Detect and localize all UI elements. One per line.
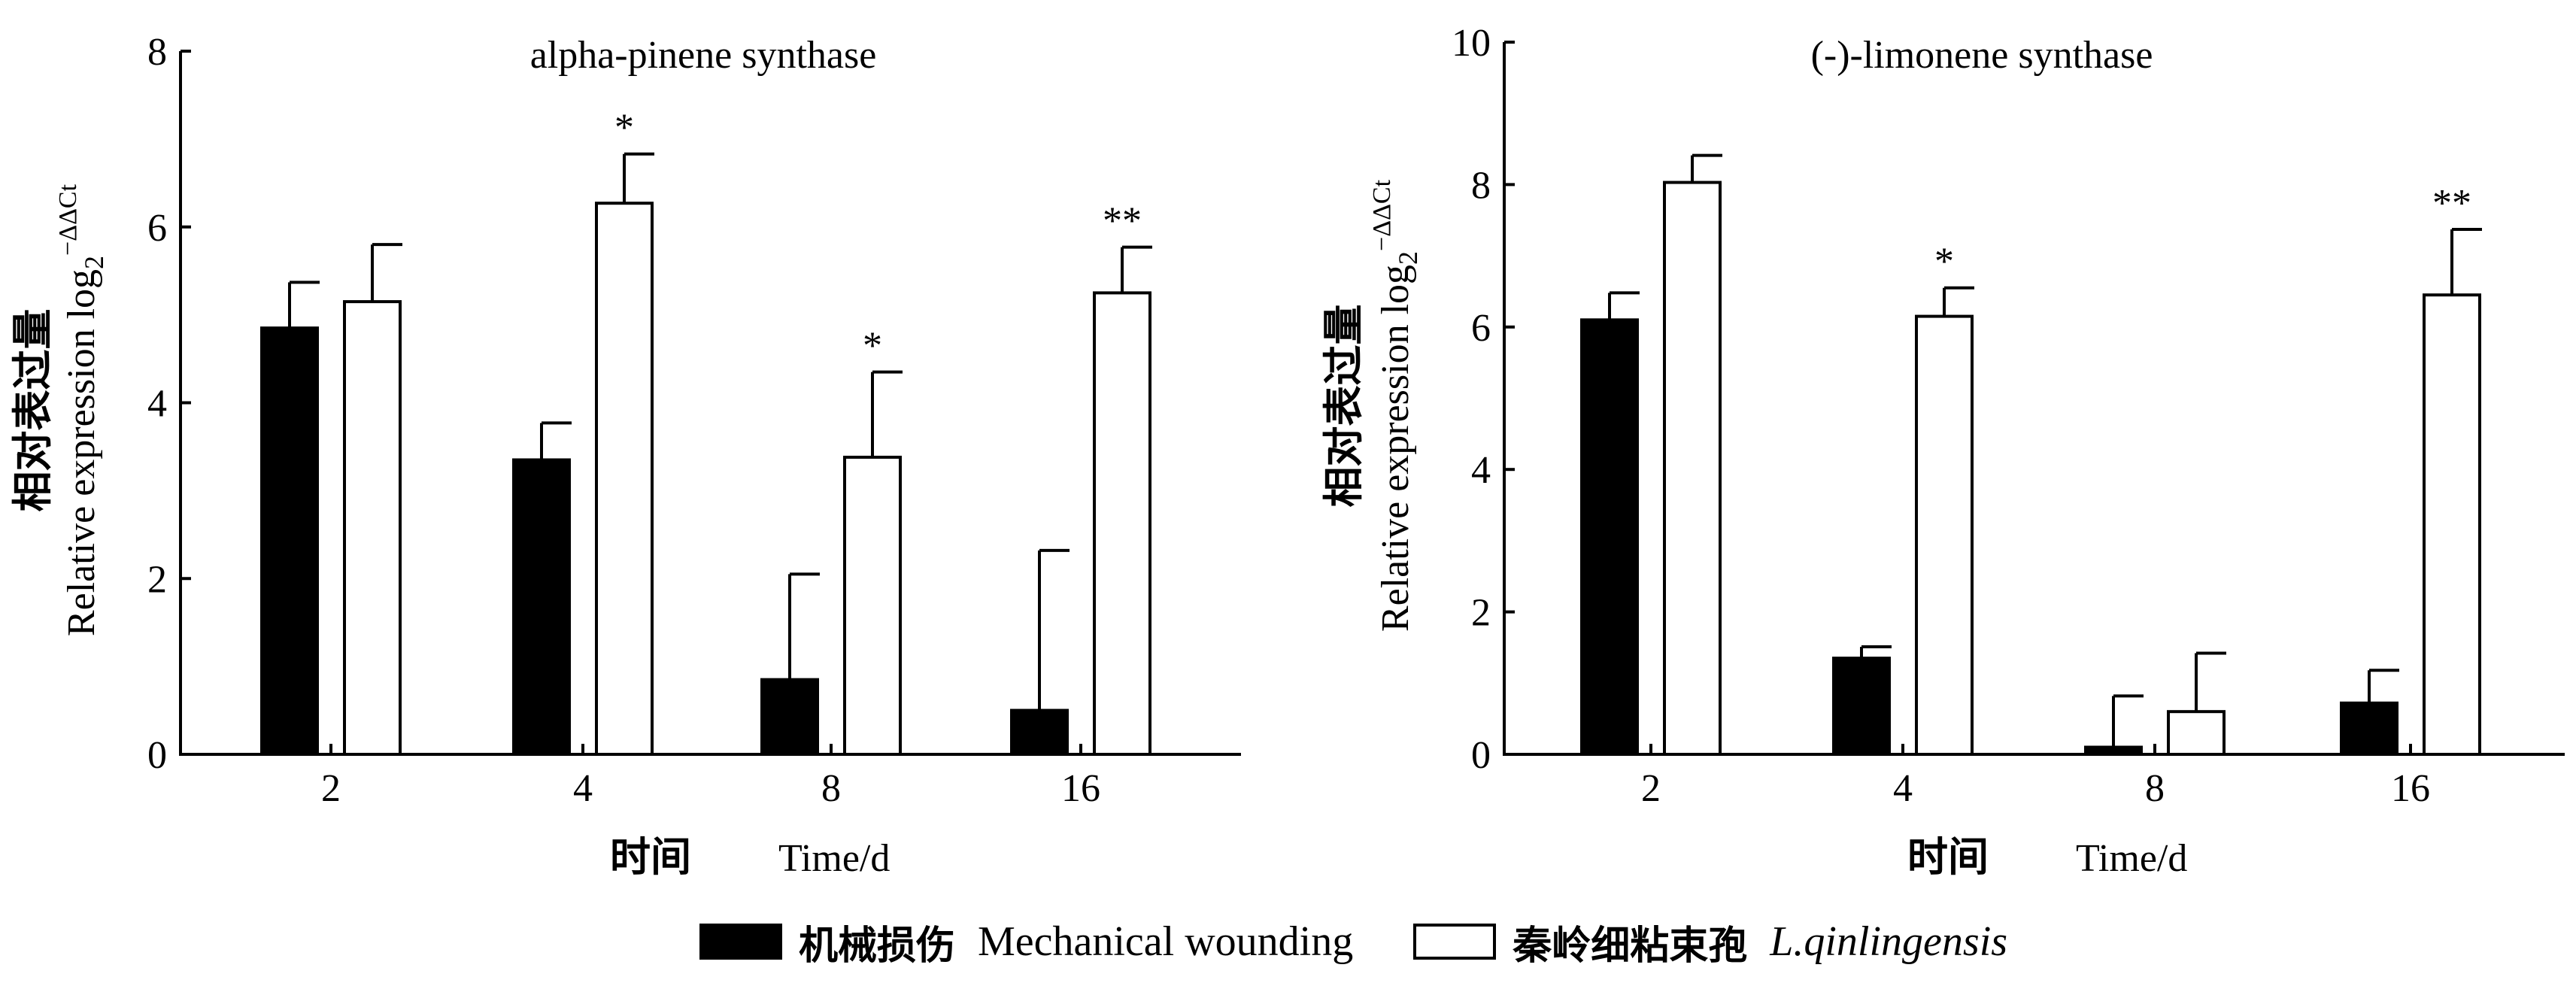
x-tick-label: 4 <box>573 767 593 810</box>
x-axis-label-en: Time/d <box>2076 837 2187 880</box>
y-tick-label: 4 <box>147 383 167 426</box>
legend-item-qinlingensis: 秦岭细粘束孢 L.qinlingensis <box>1413 914 2007 970</box>
bar-mechanical-wounding <box>760 678 819 756</box>
legend-swatch-qinlingensis <box>1413 924 1497 960</box>
y-tick-label: 4 <box>1471 449 1491 492</box>
x-axis-label-cn: 时间 <box>1907 833 1989 881</box>
y-axis-label-en: Relative expression log2−ΔΔCt <box>1368 179 1423 632</box>
y-tick-label: 6 <box>147 207 167 250</box>
bar-mechanical-wounding <box>2084 745 2143 757</box>
significance-label: * <box>863 325 882 368</box>
bar-qinlingensis <box>1093 291 1151 756</box>
bar-mechanical-wounding <box>260 326 319 756</box>
y-axis-label-superscript: −ΔΔCt <box>1368 179 1396 251</box>
bar-qinlingensis <box>2167 710 2226 756</box>
chart-title: (-)-limonene synthase <box>1811 34 2153 77</box>
y-tick-label: 10 <box>1452 22 1491 65</box>
x-tick-label: 16 <box>2391 767 2430 810</box>
bar-qinlingensis <box>1915 314 1974 757</box>
bar-qinlingensis <box>2423 293 2481 756</box>
y-axis-label-text: Relative expression log <box>60 269 103 636</box>
y-axis-label-superscript: −ΔΔCt <box>54 184 82 256</box>
significance-label: ** <box>2432 182 2471 225</box>
y-axis-label-subscript: 2 <box>1393 251 1423 265</box>
x-axis-label-en: Time/d <box>778 837 890 880</box>
bar-mechanical-wounding <box>2340 701 2399 756</box>
x-axis-label-cn: 时间 <box>610 833 691 881</box>
bar-mechanical-wounding <box>512 458 571 756</box>
significance-label: * <box>614 107 634 150</box>
chart-title: alpha-pinene synthase <box>530 34 877 77</box>
legend-label-cn: 机械损伤 <box>799 923 956 969</box>
bar-qinlingensis <box>1663 180 1722 756</box>
bar-qinlingensis <box>843 455 902 757</box>
legend-label-en: Mechanical wounding <box>978 918 1354 965</box>
legend-label-cn: 秦岭细粘束孢 <box>1513 923 1748 969</box>
bar-mechanical-wounding <box>1580 318 1639 756</box>
chart-panel-2: 0 2 4 6 8 10 (-)-limonene synthase 2 4 * 8 16 ** 相对表过… <box>1320 22 2565 881</box>
y-tick-label: 2 <box>147 558 167 601</box>
x-tick-label: 2 <box>1641 767 1661 810</box>
y-tick-label: 6 <box>1471 307 1491 350</box>
y-tick-label: 2 <box>1471 592 1491 635</box>
x-tick-label: 4 <box>1893 767 1913 810</box>
y-tick-label: 0 <box>147 734 167 777</box>
y-axis-label-text: Relative expression log <box>1374 265 1417 632</box>
bar-qinlingensis <box>595 202 654 757</box>
y-axis-label-subscript: 2 <box>79 256 109 269</box>
chart-panel-1: 0 2 4 6 8 alpha-pinene synthase 2 4 * 8 * 16 ** 相对表过量… <box>9 31 1241 881</box>
bar-mechanical-wounding <box>1832 657 1891 757</box>
y-tick-label: 8 <box>1471 164 1491 207</box>
significance-label: * <box>1934 241 1954 284</box>
y-tick-label: 8 <box>147 31 167 74</box>
legend-item-mechanical: 机械损伤 Mechanical wounding <box>699 914 1353 970</box>
y-axis-label-en: Relative expression log2−ΔΔCt <box>54 184 109 636</box>
x-tick-label: 8 <box>821 767 841 810</box>
x-tick-label: 8 <box>2145 767 2165 810</box>
bar-qinlingensis <box>343 300 402 756</box>
legend: 机械损伤 Mechanical wounding 秦岭细粘束孢 L.qinlin… <box>699 912 2068 972</box>
y-axis-label-cn: 相对表过量 <box>9 309 56 512</box>
bar-mechanical-wounding <box>1010 708 1069 756</box>
y-axis-label-cn: 相对表过量 <box>1320 305 1367 508</box>
x-tick-label: 16 <box>1061 767 1100 810</box>
legend-label-en: L.qinlingensis <box>1770 918 2008 965</box>
x-tick-label: 2 <box>321 767 341 810</box>
y-tick-label: 0 <box>1471 734 1491 777</box>
significance-label: ** <box>1103 200 1142 243</box>
legend-swatch-mechanical <box>699 924 782 960</box>
